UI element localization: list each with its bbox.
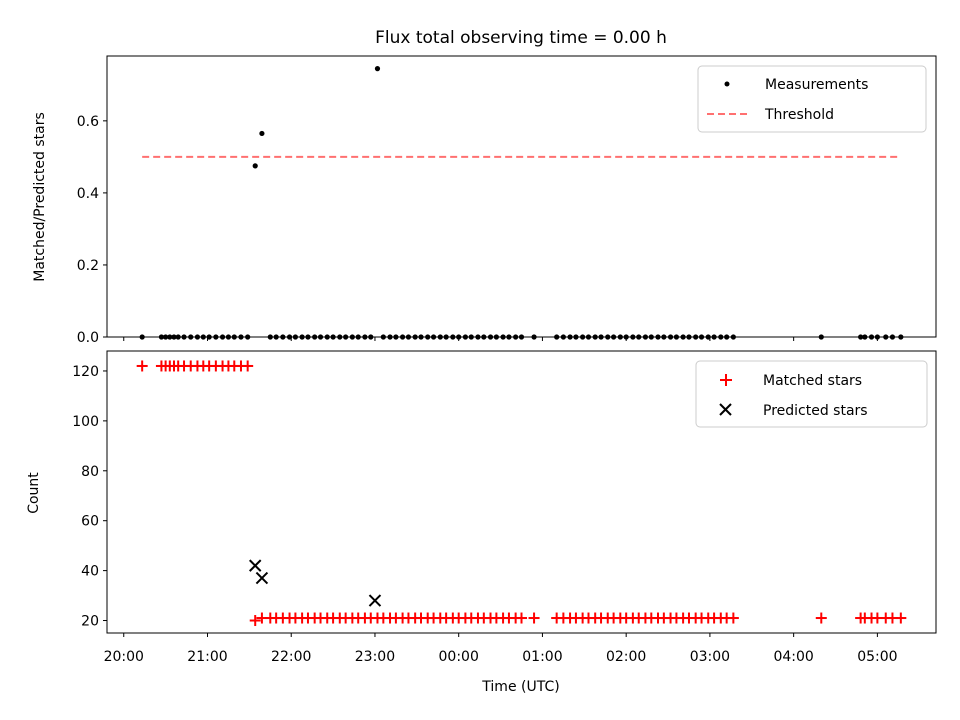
matched-star-point (895, 612, 907, 624)
x-tick-label: 22:00 (271, 649, 311, 665)
top-y-tick-label: 0.6 (77, 114, 99, 130)
bottom-y-tick-label: 120 (72, 364, 99, 380)
bottom-y-tick-label: 100 (72, 414, 99, 430)
bottom-legend: Matched stars Predicted stars (695, 360, 928, 428)
measurement-point (252, 163, 258, 169)
top-y-axis-label: Matched/Predicted stars (32, 112, 48, 282)
legend-measurements-label: Measurements (765, 77, 868, 93)
x-tick-label: 04:00 (773, 649, 813, 665)
bottom-y-tick-label: 40 (81, 564, 99, 580)
matched-star-point (136, 360, 148, 372)
top-legend: Measurements Threshold (697, 65, 927, 133)
top-y-tick-label: 0.0 (77, 330, 99, 346)
legend-threshold-label: Threshold (764, 107, 834, 123)
matched-star-point (528, 612, 540, 624)
x-axis-label: Time (UTC) (481, 679, 559, 695)
matched-star-point (242, 360, 254, 372)
bottom-y-tick-label: 20 (81, 614, 99, 630)
top-panel: Matched/Predicted stars Measurements Thr… (32, 55, 937, 340)
bottom-y-axis-label: Count (26, 472, 42, 514)
matched-star-point (249, 615, 261, 627)
x-tick-label: 23:00 (355, 649, 395, 665)
bottom-y-tick-label: 60 (81, 514, 99, 530)
bottom-legend-box (695, 360, 928, 428)
measurement-point (374, 66, 381, 72)
x-tick-label: 20:00 (104, 649, 144, 665)
legend-predicted-stars-marker (719, 403, 732, 416)
matched-star-point (516, 612, 527, 624)
x-tick-label: 05:00 (857, 649, 897, 665)
predicted-star-point (255, 571, 269, 585)
bottom-axes-frame (106, 350, 937, 634)
legend-matched-stars-marker (720, 374, 732, 386)
top-legend-box (697, 65, 927, 133)
x-tick-label: 01:00 (522, 649, 562, 665)
predicted-star-point (249, 559, 262, 572)
bottom-y-tick-label: 80 (81, 464, 99, 480)
measurement-point (259, 130, 265, 137)
x-tick-label: 00:00 (439, 649, 479, 665)
x-tick-label: 21:00 (187, 649, 227, 665)
matched-star-point (727, 612, 739, 624)
predicted-star-point (368, 594, 382, 607)
bottom-plot-area (136, 360, 907, 627)
x-tick-label: 02:00 (606, 649, 646, 665)
chart-title: Flux total observing time = 0.00 h (375, 28, 667, 48)
legend-predicted-stars-label: Predicted stars (763, 403, 868, 419)
matched-star-point (815, 612, 827, 624)
bottom-panel: Count Time (UTC) Matched stars Predicted… (26, 350, 937, 695)
top-y-tick-label: 0.2 (77, 258, 99, 274)
top-axes-frame (106, 55, 937, 338)
x-tick-label: 03:00 (690, 649, 730, 665)
top-y-tick-label: 0.4 (77, 186, 99, 202)
legend-matched-stars-label: Matched stars (763, 373, 862, 389)
legend-measurements-marker (724, 81, 730, 87)
